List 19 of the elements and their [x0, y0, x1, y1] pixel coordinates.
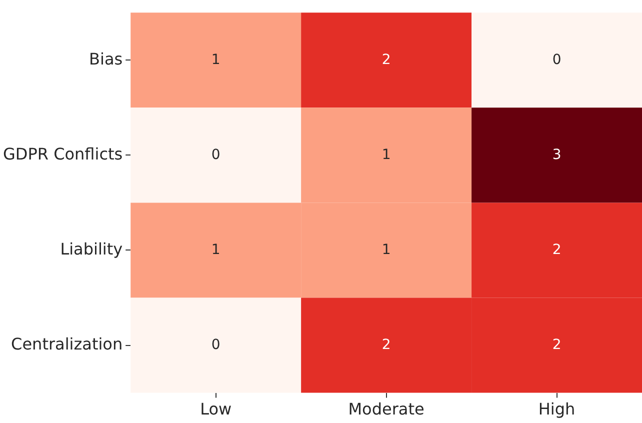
data-label: 2 [552, 336, 562, 353]
data-label: 1 [382, 146, 391, 163]
data-label: 0 [211, 336, 220, 353]
y-tick-label: GDPR Conflicts [2, 144, 123, 164]
data-label: 0 [552, 52, 562, 68]
y-tick-label: Bias [89, 49, 123, 68]
data-label: 2 [382, 336, 391, 353]
x-tick-label: Low [200, 400, 232, 419]
data-label: 3 [552, 146, 562, 163]
data-label: 1 [382, 242, 391, 258]
x-tick-label: Moderate [348, 400, 424, 419]
data-label: 1 [211, 52, 220, 68]
data-label: 2 [552, 242, 562, 258]
y-tick-label: Centralization [11, 334, 123, 354]
x-tick-label: High [538, 400, 576, 419]
data-label: 2 [382, 52, 391, 68]
data-label: 1 [211, 242, 220, 258]
y-tick-label: Liability [60, 239, 123, 258]
data-label: 0 [211, 146, 220, 163]
